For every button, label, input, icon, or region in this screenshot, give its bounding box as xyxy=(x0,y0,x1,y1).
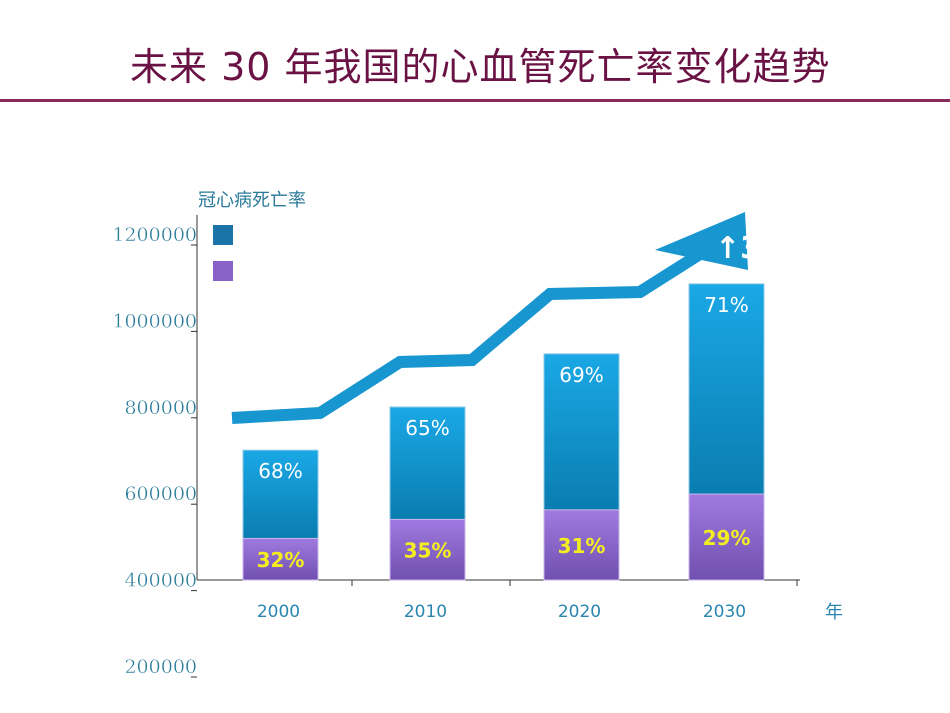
bar-label-purple: 31% xyxy=(558,534,606,558)
y-tick-label: 800000 xyxy=(124,397,197,419)
trend-annotation: ↑3 xyxy=(715,231,761,266)
x-tick-label: 2020 xyxy=(558,602,601,622)
bar-segment-purple xyxy=(242,537,319,581)
bar-segment-blue xyxy=(688,283,765,495)
bar-segment-blue xyxy=(543,353,620,511)
x-axis-label: 年 xyxy=(825,602,843,623)
y-tick-label: 400000 xyxy=(124,570,197,592)
bar-segment-purple xyxy=(389,518,466,581)
y-tick-label: 200000 xyxy=(124,656,197,678)
bar-segment-purple xyxy=(688,493,765,581)
bar-segment-blue xyxy=(242,449,319,539)
bar-segment-blue xyxy=(389,406,466,520)
legend-swatch-purple xyxy=(213,261,233,281)
bar-label-purple: 29% xyxy=(703,526,751,550)
x-tick-label: 2000 xyxy=(257,602,300,622)
trend-arrow-body xyxy=(231,234,726,424)
title-divider xyxy=(0,99,950,102)
bar-label-purple: 32% xyxy=(257,548,305,572)
bar-label-purple: 35% xyxy=(404,539,452,563)
slide-title: 未来 30 年我国的心血管死亡率变化趋势 xyxy=(130,45,831,89)
legend-swatch-blue xyxy=(213,225,233,245)
x-tick-label: 2010 xyxy=(404,602,447,622)
bar-label-blue: 71% xyxy=(704,293,748,317)
y-axis-label: 冠心病死亡率 xyxy=(198,190,306,211)
bar-segment-purple xyxy=(543,509,620,581)
bar-label-blue: 65% xyxy=(405,416,449,440)
bar-label-blue: 69% xyxy=(559,363,603,387)
y-tick-label: 600000 xyxy=(124,483,197,505)
y-tick-label: 1000000 xyxy=(112,310,197,332)
x-tick-label: 2030 xyxy=(703,602,746,622)
y-tick-label: 1200000 xyxy=(112,224,197,246)
bar-label-blue: 68% xyxy=(258,459,302,483)
trend-arrow: ↑3 xyxy=(231,212,761,424)
trend-arrow-head xyxy=(655,212,748,270)
